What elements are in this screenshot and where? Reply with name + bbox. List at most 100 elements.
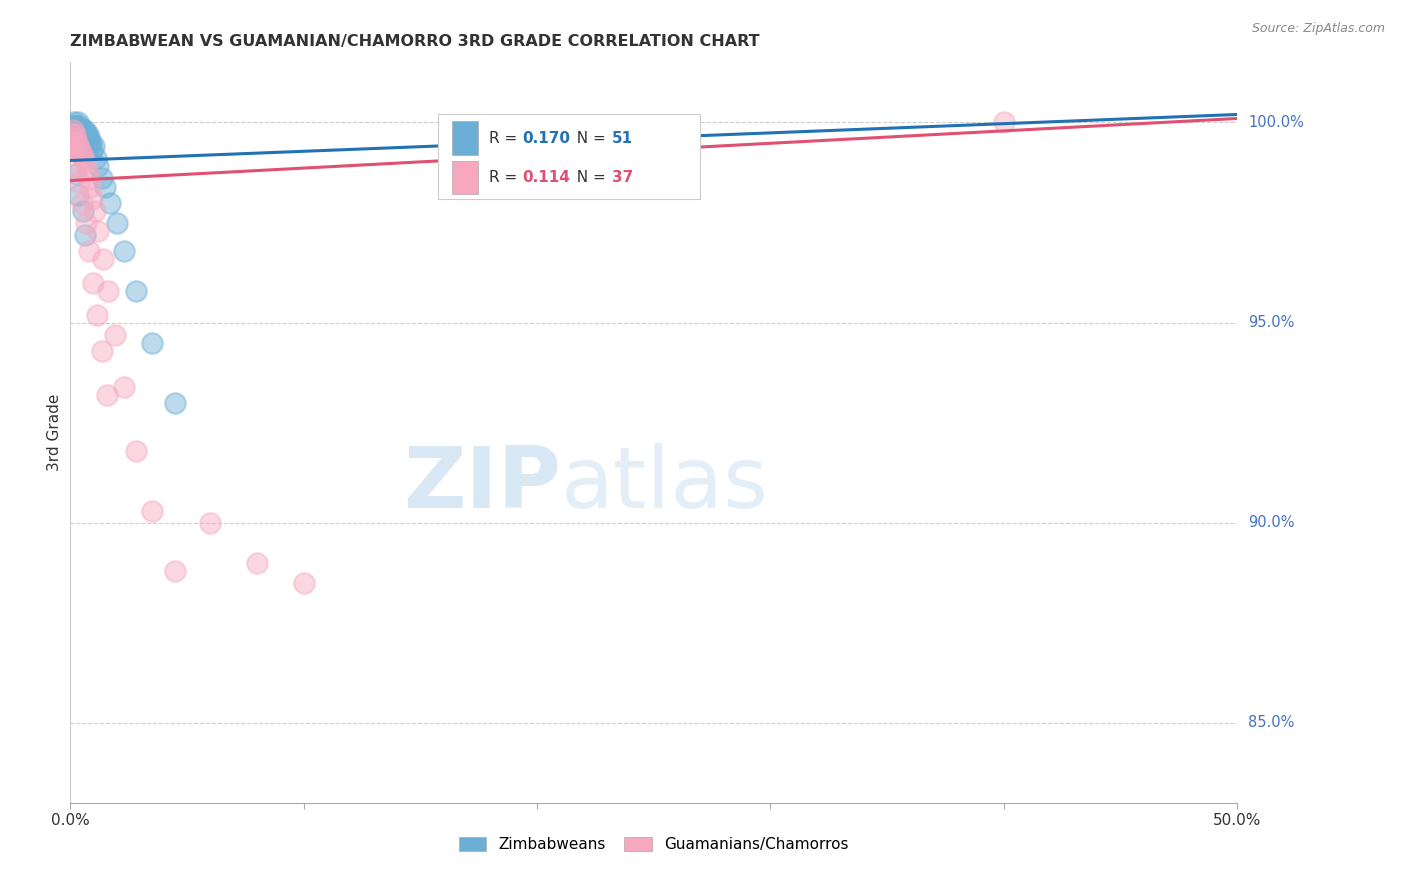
Point [67,139,90,153]
Point [94,179,117,194]
Point [292,575,315,590]
Bar [451,121,478,155]
Point [62,120,84,134]
Point [67,115,90,129]
Point [69,123,91,137]
Point [72,203,94,218]
Point [90,171,112,186]
Text: 90.0%: 90.0% [1249,516,1295,530]
Point [91,252,114,266]
Text: atlas: atlas [561,443,769,526]
Point [69,144,91,158]
Point [65,120,87,134]
Point [76,136,98,150]
Point [82,192,104,206]
Point [83,203,105,218]
Text: R =: R = [489,169,523,185]
Point [62,123,84,137]
Text: N =: N = [568,169,612,185]
Point [72,195,94,210]
Point [72,128,94,142]
Point [77,171,100,186]
Point [77,136,100,150]
Point [83,139,105,153]
Point [87,160,110,174]
Text: N =: N = [568,130,612,145]
Point [60,123,83,137]
Point [65,160,87,174]
Point [69,120,91,134]
Point [141,335,163,350]
Point [79,244,101,258]
Point [65,123,87,137]
Text: 37: 37 [612,169,633,185]
Point [63,115,86,129]
Point [98,195,121,210]
Point [62,144,84,158]
Point [60,128,83,142]
Text: 0.114: 0.114 [522,169,569,185]
Point [66,120,89,134]
Point [104,327,127,342]
Point [90,343,112,358]
Point [86,308,108,322]
Text: Source: ZipAtlas.com: Source: ZipAtlas.com [1251,22,1385,36]
Point [66,123,89,137]
Point [76,131,98,145]
Point [60,120,83,134]
Bar [451,161,478,194]
Point [63,131,86,145]
Point [70,131,93,145]
Point [67,176,90,190]
Point [124,284,146,298]
Text: R =: R = [489,130,523,145]
Point [66,136,89,150]
Bar [437,114,700,200]
Point [76,128,98,142]
Point [112,379,135,393]
Point [67,128,90,142]
Point [79,179,101,194]
Point [75,128,97,142]
Text: 100.0%: 100.0% [1249,115,1305,130]
Point [105,215,128,229]
Point [79,139,101,153]
Text: 0.170: 0.170 [522,130,569,145]
Point [993,115,1015,129]
Point [165,395,187,409]
Point [67,187,90,202]
Point [70,123,93,137]
Point [97,284,120,298]
Point [63,123,86,137]
Y-axis label: 3rd Grade: 3rd Grade [46,394,62,471]
Point [87,223,110,237]
Point [63,128,86,142]
Point [69,128,91,142]
Point [73,123,96,137]
Point [82,144,104,158]
Point [112,244,135,258]
Point [84,152,107,166]
Point [246,556,269,570]
Point [62,123,84,137]
Point [66,128,89,142]
Text: 85.0%: 85.0% [1249,715,1295,731]
Point [124,443,146,458]
Point [65,168,87,182]
Point [72,152,94,166]
Point [75,227,97,242]
Point [75,215,97,229]
Point [82,276,104,290]
Point [80,136,103,150]
Point [200,516,222,530]
Point [72,123,94,137]
Legend: Zimbabweans, Guamanians/Chamorros: Zimbabweans, Guamanians/Chamorros [453,830,855,858]
Point [75,131,97,145]
Text: 51: 51 [612,130,633,145]
Point [70,147,93,161]
Text: ZIP: ZIP [402,443,561,526]
Point [96,387,118,401]
Point [62,128,84,142]
Text: ZIMBABWEAN VS GUAMANIAN/CHAMORRO 3RD GRADE CORRELATION CHART: ZIMBABWEAN VS GUAMANIAN/CHAMORRO 3RD GRA… [70,34,759,49]
Point [76,163,98,178]
